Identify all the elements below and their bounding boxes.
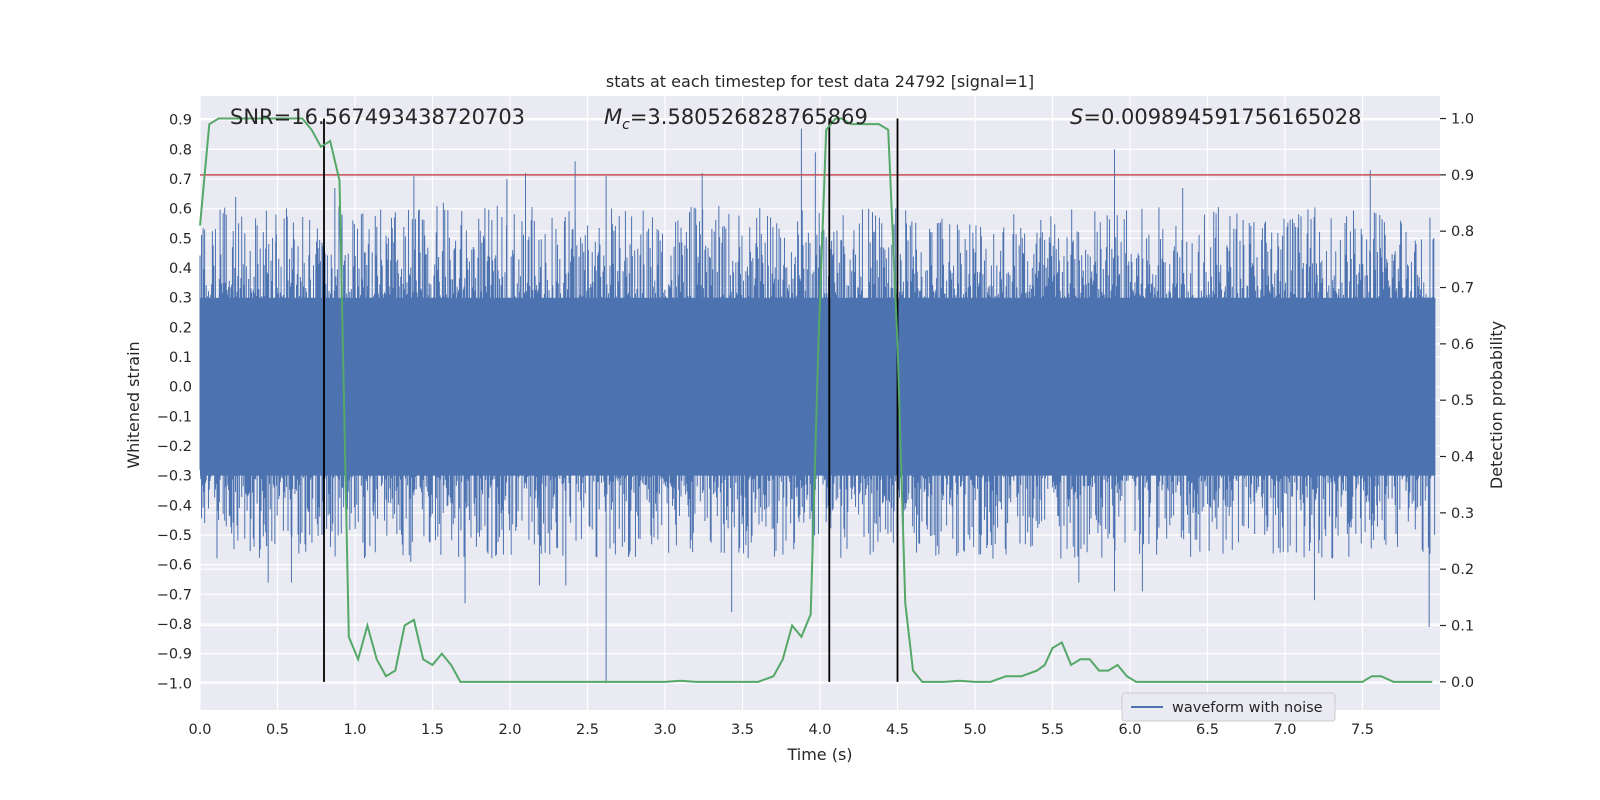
- y-right-axis-label: Detection probability: [1487, 321, 1506, 489]
- x-tick-label: 4.5: [886, 722, 909, 738]
- y-left-tick-label: 0.6: [169, 202, 192, 218]
- x-tick-label: 1.5: [421, 722, 444, 738]
- x-tick-label: 6.0: [1118, 722, 1141, 738]
- vertical-markers: [323, 118, 899, 682]
- mc-symbol: M: [604, 105, 622, 129]
- legend-box: [1121, 692, 1336, 722]
- y-left-tick-label: −1.0: [157, 676, 192, 692]
- x-tick-label: 3.0: [653, 722, 676, 738]
- x-tick-label: 3.5: [731, 722, 754, 738]
- y-left-axis-label: Whitened strain: [124, 341, 143, 468]
- y-left-tick-label: −0.7: [157, 587, 192, 603]
- s-annotation: S=0.009894591756165028: [1070, 105, 1361, 129]
- y-right-axis-ticks: 1.0 0.9 0.8 0.7 0.6 0.5 0.4 0.3 0.2 0.1 0.0: [1440, 112, 1474, 691]
- y-left-tick-label: 0.7: [169, 172, 192, 188]
- probability-series: [199, 117, 1433, 683]
- y-right-tick-label: 0.8: [1451, 224, 1474, 240]
- chart-title: stats at each timestep for test data 247…: [606, 72, 1034, 91]
- y-left-tick-label: 0.4: [169, 261, 192, 277]
- s-symbol: S: [1070, 105, 1083, 129]
- y-right-tick-label: 0.1: [1451, 619, 1474, 635]
- y-left-tick-label: −0.4: [157, 498, 192, 514]
- y-left-tick-label: −0.1: [157, 409, 192, 425]
- y-right-tick-label: 0.9: [1451, 168, 1474, 184]
- y-left-tick-label: 0.9: [169, 113, 192, 129]
- y-right-tick-label: 1.0: [1451, 112, 1474, 128]
- x-tick-label: 0.0: [188, 722, 211, 738]
- y-left-tick-label: −0.5: [157, 528, 192, 544]
- x-tick-label: 4.0: [808, 722, 831, 738]
- x-tick-label: 7.5: [1351, 722, 1374, 738]
- x-tick-label: 0.5: [266, 722, 289, 738]
- y-left-axis-ticks: 0.9 0.8 0.7 0.6 0.5 0.4 0.3 0.2 0.1 0.0 −0.1 −0.2 −0…: [157, 113, 192, 693]
- x-tick-label: 7.0: [1273, 722, 1296, 738]
- x-tick-label: 5.0: [963, 722, 986, 738]
- y-left-tick-label: −0.2: [157, 439, 192, 455]
- y-right-tick-label: 0.6: [1451, 337, 1474, 353]
- x-tick-label: 2.0: [498, 722, 521, 738]
- y-right-tick-label: 0.2: [1451, 562, 1474, 578]
- legend-label: waveform with noise: [1172, 700, 1323, 716]
- x-tick-label: 6.5: [1196, 722, 1219, 738]
- x-tick-label: 2.5: [576, 722, 599, 738]
- x-axis-ticks: 0.0 0.5 1.0 1.5 2.0 2.5 3.0 3.5 4.0 4.5 5.0 5.5 6.0 6…: [188, 722, 1374, 738]
- y-right-tick-label: 0.3: [1451, 506, 1474, 522]
- y-left-tick-label: −0.6: [157, 558, 192, 574]
- y-left-tick-label: 0.3: [169, 291, 192, 307]
- mc-value: =3.580526828765869: [630, 105, 868, 129]
- y-right-tick-label: 0.0: [1451, 675, 1474, 691]
- s-value: =0.009894591756165028: [1083, 105, 1361, 129]
- y-left-tick-label: 0.1: [169, 350, 192, 366]
- legend: waveform with noise: [1121, 692, 1336, 722]
- mc-subscript: c: [622, 117, 630, 133]
- snr-annotation: SNR=16.567493438720703: [230, 105, 525, 129]
- y-left-tick-label: 0.8: [169, 142, 192, 158]
- y-left-tick-label: 0.2: [169, 320, 192, 336]
- probability-line: [199, 117, 1433, 683]
- x-axis-label: Time (s): [786, 745, 852, 764]
- y-right-tick-label: 0.7: [1451, 281, 1474, 297]
- x-tick-label: 1.0: [343, 722, 366, 738]
- y-right-tick-label: 0.4: [1451, 450, 1474, 466]
- y-left-tick-label: −0.8: [157, 617, 192, 633]
- y-right-tick-label: 0.5: [1451, 393, 1474, 409]
- y-left-tick-label: 0.5: [169, 231, 192, 247]
- chirp-mass-annotation: Mc=3.580526828765869: [604, 105, 868, 133]
- y-left-tick-label: 0.0: [169, 380, 192, 396]
- y-left-tick-label: −0.3: [157, 469, 192, 485]
- y-left-tick-label: −0.9: [157, 647, 192, 663]
- x-tick-label: 5.5: [1041, 722, 1064, 738]
